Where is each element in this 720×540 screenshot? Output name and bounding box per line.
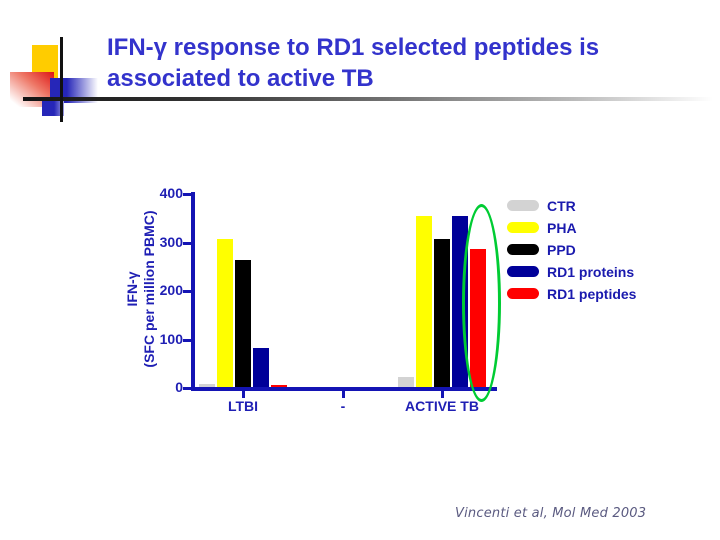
bar-ltbi-ctr	[199, 384, 215, 387]
decor-blue-square-small	[42, 101, 64, 116]
y-tick-mark-0	[183, 387, 191, 390]
legend-item-ppd: PPD	[507, 241, 636, 258]
x-category-label--: -	[340, 398, 346, 414]
bar-ltbi-rd1-proteins	[253, 348, 269, 387]
y-tick-label-300: 300	[159, 233, 183, 250]
legend-swatch-rd1-proteins	[507, 266, 539, 277]
legend-item-rd1-proteins: RD1 proteins	[507, 263, 636, 280]
highlight-ellipse	[462, 204, 501, 402]
legend-label-rd1-peptides: RD1 peptides	[547, 285, 637, 302]
legend-label-ppd: PPD	[547, 241, 576, 258]
y-tick-mark-300	[183, 241, 191, 245]
legend-item-rd1-peptides: RD1 peptides	[507, 285, 637, 302]
legend-label-pha: PHA	[547, 219, 577, 236]
bar-active-tb-pha	[416, 216, 432, 387]
x-tick-mark--	[342, 391, 345, 398]
legend-swatch-ppd	[507, 244, 539, 255]
legend-swatch-ctr	[507, 200, 539, 211]
y-tick-mark-400	[183, 193, 191, 196]
legend-swatch-pha	[507, 222, 539, 233]
legend-item-pha: PHA	[507, 219, 636, 236]
slide-title: IFN-γ response to RD1 selected peptides …	[107, 32, 707, 94]
x-tick-mark-active-tb	[441, 391, 444, 398]
y-tick-label-400: 400	[159, 185, 183, 201]
legend-item-ctr: CTR	[507, 197, 636, 214]
x-category-label-active-tb: ACTIVE TB	[405, 398, 479, 414]
x-axis-line	[191, 387, 497, 391]
title-underline-rule	[23, 97, 713, 101]
legend-label-ctr: CTR	[547, 197, 576, 214]
bar-active-tb-ppd	[434, 239, 450, 387]
slide-title-line2: associated to active TB	[107, 65, 374, 92]
y-axis-line	[191, 192, 195, 389]
slide-title-line1: IFN-γ response to RD1 selected peptides …	[107, 34, 600, 61]
x-category-label-ltbi: LTBI	[227, 398, 259, 414]
legend-swatch-rd1-peptides	[507, 288, 539, 299]
x-tick-mark-ltbi	[242, 391, 245, 398]
chart-legend: CTR PHA PPD RD1 proteins RD1 peptides	[507, 197, 637, 310]
y-tick-label-0: 0	[175, 379, 183, 395]
y-tick-mark-100	[183, 338, 191, 342]
y-tick-mark-200	[183, 290, 191, 293]
y-tick-label-100: 100	[159, 330, 183, 347]
y-tick-label-200: 200	[159, 282, 183, 298]
bar-chart: IFN-γ (SFC per million PBMC) 0 100 200 300 4…	[124, 185, 497, 414]
citation-text: Vincenti et al, Mol Med 2003	[455, 506, 647, 521]
bar-active-tb-ctr	[398, 377, 414, 387]
bar-ltbi-rd1-peptides	[271, 384, 287, 387]
bar-ltbi-ppd	[235, 259, 251, 387]
decor-vertical-line	[60, 37, 63, 122]
legend-label-rd1-proteins: RD1 proteins	[547, 263, 635, 280]
y-axis-title-line1: IFN-γ	[124, 271, 140, 307]
bar-ltbi-pha	[217, 239, 233, 387]
